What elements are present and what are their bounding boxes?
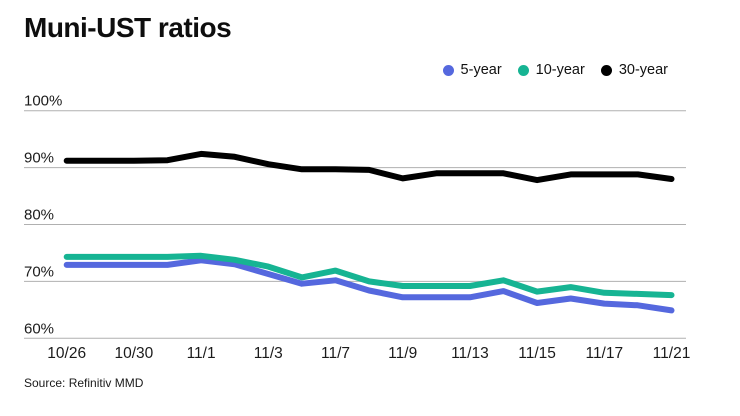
- legend-item-5-year: 5-year: [442, 62, 502, 78]
- chart-title: Muni-UST ratios: [24, 12, 232, 43]
- legend-label-5-year: 5-year: [460, 62, 502, 78]
- x-tick-label-11/21: 11/21: [653, 345, 691, 362]
- x-tick-label-10/26: 10/26: [47, 345, 86, 362]
- x-tick-label-11/1: 11/1: [187, 345, 216, 362]
- line-chart: 100% 90% 80% 70% 60% 10/26 10/30 11/1 11/3 11/7 11…: [24, 93, 691, 362]
- legend-item-30-year: 30-year: [600, 62, 668, 78]
- y-tick-label-60: 60%: [24, 320, 54, 337]
- x-tick-label-11/15: 11/15: [518, 345, 556, 362]
- y-tick-label-100: 100%: [24, 93, 62, 110]
- x-tick-label-10/30: 10/30: [115, 345, 154, 362]
- y-tick-label-80: 80%: [24, 207, 54, 224]
- x-tick-label-11/3: 11/3: [254, 345, 283, 362]
- y-tick-label-70: 70%: [24, 263, 54, 280]
- series-line-30-year: [63, 150, 675, 184]
- x-tick-label-11/9: 11/9: [388, 345, 417, 362]
- series-line-5-year: [63, 257, 675, 314]
- x-tick-label-11/13: 11/13: [451, 345, 489, 362]
- x-tick-label-11/7: 11/7: [321, 345, 350, 362]
- legend-dot-10-year-icon: [517, 64, 529, 76]
- legend-dot-30-year-icon: [600, 64, 612, 76]
- legend-label-30-year: 30-year: [618, 62, 668, 78]
- legend: 5-year 10-year 30-year: [442, 62, 668, 78]
- legend-label-10-year: 10-year: [535, 62, 585, 78]
- series-line-10-year: [63, 252, 675, 299]
- legend-dot-5-year-icon: [442, 64, 454, 76]
- legend-item-10-year: 10-year: [517, 62, 585, 78]
- y-tick-label-90: 90%: [24, 150, 54, 167]
- source-note: Source: Refinitiv MMD: [24, 376, 144, 390]
- x-tick-label-11/17: 11/17: [585, 345, 623, 362]
